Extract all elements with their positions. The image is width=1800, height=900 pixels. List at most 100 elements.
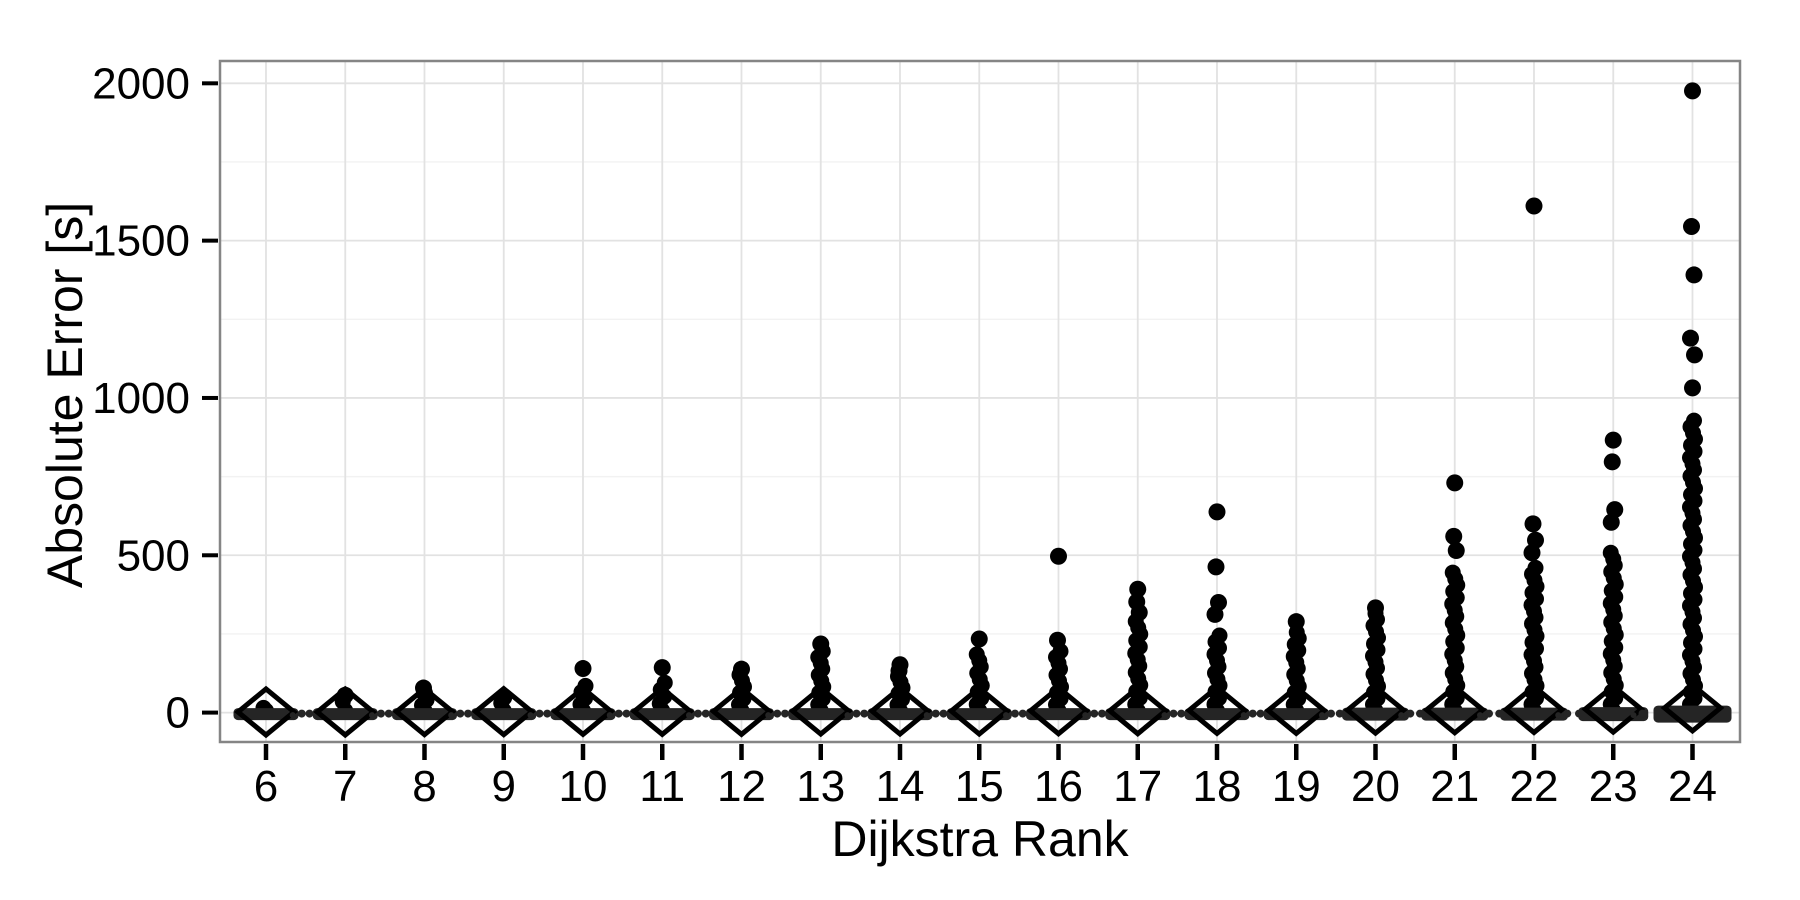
mean-diamond-marker [709, 685, 774, 738]
rank-column-14 [844, 656, 956, 738]
mean-diamond-marker [234, 685, 298, 739]
zero-jitter-dot [923, 712, 930, 719]
zero-cluster-bar [629, 708, 695, 721]
zero-jitter-dot [1018, 709, 1027, 718]
y-tick-label-500: 500 [117, 531, 190, 580]
zero-jitter-dot [844, 712, 851, 719]
x-tick-label-18: 18 [1193, 762, 1242, 811]
panel-border [218, 59, 1742, 744]
outlier-point [733, 660, 750, 678]
mean-diamond-marker [788, 684, 853, 738]
zero-jitter-dot [1406, 709, 1415, 718]
outlier-point [1447, 542, 1465, 560]
zero-jitter-dot [1256, 709, 1265, 718]
zero-jitter-dot [543, 709, 552, 718]
outlier-point [1685, 266, 1703, 284]
x-tick-label-17: 17 [1113, 762, 1162, 811]
zero-jitter-dot [860, 709, 869, 718]
dense-point [968, 646, 985, 663]
outlier-point [970, 630, 988, 648]
zero-jitter-dot [1248, 709, 1257, 718]
zero-cluster-bar [867, 708, 933, 721]
zero-jitter-dot [1169, 709, 1178, 718]
zero-jitter-dot [1630, 712, 1637, 719]
outlier-point [1686, 346, 1703, 364]
rank-column-24 [1630, 82, 1732, 735]
x-tick-label-20: 20 [1351, 762, 1400, 811]
panel-border-rect [218, 59, 1742, 744]
rank-column-17 [1082, 580, 1194, 737]
mean-diamond-marker [1026, 684, 1091, 737]
mean-diamond-marker [1105, 684, 1170, 737]
mean-diamond-marker [392, 685, 457, 738]
zero-jitter-dot [686, 712, 692, 719]
rank-column-15 [923, 630, 1035, 738]
x-tick-label-16: 16 [1034, 762, 1083, 811]
outlier-point [1524, 515, 1542, 533]
x-tick-label-8: 8 [412, 762, 436, 811]
outlier-point [1367, 599, 1384, 617]
dense-point [1527, 559, 1544, 576]
outlier-point [1208, 503, 1226, 521]
zero-jitter-dot [1335, 709, 1344, 718]
zero-jitter-dot [1327, 709, 1335, 718]
zero-jitter-dot [852, 709, 861, 718]
zero-cluster-bar [709, 708, 774, 721]
outlier-point [1129, 580, 1147, 598]
zero-jitter-dot [1090, 709, 1099, 718]
rank-column-18 [1161, 503, 1273, 737]
zero-jitter-dot [377, 709, 385, 718]
zero-jitter-dot [694, 709, 702, 718]
x-tick-label-7: 7 [333, 762, 357, 811]
outlier-point [1683, 217, 1700, 235]
rank-column-8 [369, 679, 480, 738]
zero-cluster-bar [233, 708, 299, 721]
x-tick-label-14: 14 [876, 762, 925, 811]
y-tick-label-0: 0 [166, 689, 190, 738]
outlier-point [890, 662, 908, 680]
rank-column-16 [1003, 547, 1114, 737]
rank-column-23 [1555, 431, 1672, 736]
zero-cluster-bar [550, 708, 616, 721]
x-axis-title: Dijkstra Rank [831, 811, 1129, 867]
zero-jitter-dot [1398, 712, 1405, 719]
outlier-point [812, 635, 830, 653]
zero-jitter-dot [369, 712, 375, 719]
zero-jitter-dot [1161, 712, 1168, 719]
x-tick-label-19: 19 [1272, 762, 1321, 811]
x-tick-label-13: 13 [796, 762, 845, 811]
zero-jitter-dot [456, 709, 465, 718]
zero-cluster-bar [946, 708, 1012, 721]
zero-jitter-dot [765, 712, 772, 719]
zero-jitter-dot [1098, 709, 1106, 718]
zero-jitter-dot [1477, 712, 1483, 719]
data-marks [233, 82, 1732, 739]
outlier-point [653, 659, 671, 677]
zero-jitter-dot [535, 709, 544, 718]
y-tick-label-1500: 1500 [92, 217, 190, 266]
x-tick-label-22: 22 [1510, 762, 1559, 811]
x-tick-label-11: 11 [639, 762, 685, 811]
rank-column-19 [1240, 613, 1352, 737]
axis-ticks-and-labels: 0 500 1000 1500 2000 6 7 8 9 10 11 12 13 14 15 16 17 18 19… [92, 59, 1717, 811]
zero-jitter-dot [1319, 712, 1325, 719]
outlier-point [1206, 605, 1224, 623]
rank-column-22 [1477, 197, 1591, 736]
zero-cluster-bar [1105, 708, 1171, 721]
outlier-point [1682, 329, 1699, 347]
zero-jitter-dot [1011, 709, 1019, 718]
x-tick-label-23: 23 [1589, 762, 1638, 811]
zero-jitter-dot [781, 709, 789, 718]
zero-cluster-bar [392, 708, 457, 721]
zero-cluster-bar [471, 708, 537, 721]
x-tick-label-15: 15 [955, 762, 1004, 811]
outlier-point [1603, 453, 1621, 471]
x-tick-label-6: 6 [254, 762, 278, 811]
rank-column-21 [1398, 474, 1512, 737]
zero-jitter-dot [1485, 709, 1493, 718]
zero-jitter-dot [527, 712, 534, 719]
zero-jitter-dot [773, 709, 782, 718]
zero-cluster-bar [788, 708, 854, 721]
outlier-point [1684, 379, 1701, 397]
